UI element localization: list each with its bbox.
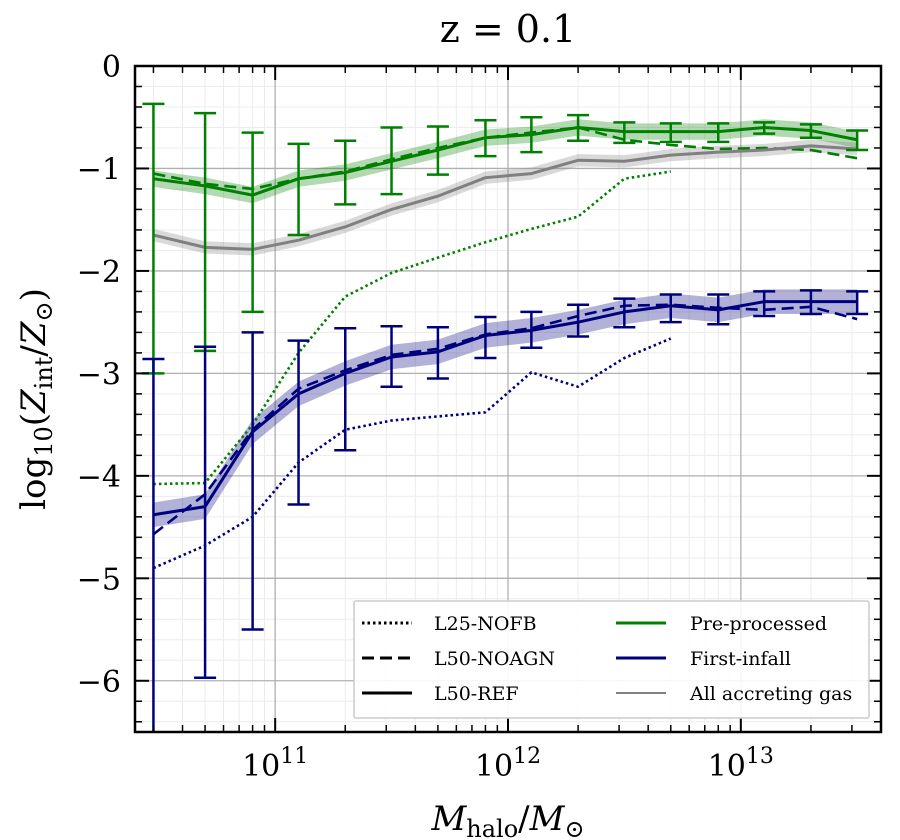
x-tick-label: 1012 [475, 744, 541, 784]
uncertainty-bands [153, 119, 858, 528]
series-line [153, 300, 858, 517]
x-tick-label: 1011 [242, 744, 308, 784]
axis-ticks [135, 65, 882, 732]
series-band [153, 289, 858, 528]
chart-title: z = 0.1 [440, 7, 576, 51]
series-band [153, 119, 858, 204]
series-line [152, 303, 858, 536]
y-tick-label: 0 [102, 50, 121, 85]
y-tick-label: −4 [77, 460, 121, 495]
legend-component-label: Pre-processed [690, 613, 827, 635]
legend-style-label: L25-NOFB [434, 613, 537, 635]
y-tick-labels: 0 −1 −2 −3 −4 −5 −6 [77, 50, 121, 700]
legend-component-label: First-infall [690, 648, 791, 670]
x-tick-label: 1013 [708, 744, 774, 784]
series-band [153, 139, 858, 256]
y-tick-label: −5 [77, 562, 121, 597]
legend-component-label: All accreting gas [689, 683, 852, 705]
series-lines [152, 125, 858, 570]
legend-box [353, 600, 870, 719]
legend-style-label: L50-REF [434, 683, 519, 705]
y-tick-label: −2 [77, 255, 121, 290]
series-line [153, 144, 858, 251]
x-axis-title: Mhalo/M⊙ [430, 799, 584, 840]
y-tick-label: −6 [77, 665, 121, 700]
y-tick-label: −1 [77, 152, 121, 187]
legend-style-label: L50-NOAGN [434, 648, 555, 670]
y-tick-label: −3 [77, 357, 121, 392]
series-line [153, 126, 858, 191]
error-bars [142, 102, 869, 732]
y-axis-title: log10(Zint/Z⊙) [14, 288, 58, 510]
x-tick-labels: 1011 1012 1013 [242, 744, 774, 784]
legend: L25-NOFB L50-NOAGN L50-REF Pre-processed Fir… [353, 600, 870, 719]
